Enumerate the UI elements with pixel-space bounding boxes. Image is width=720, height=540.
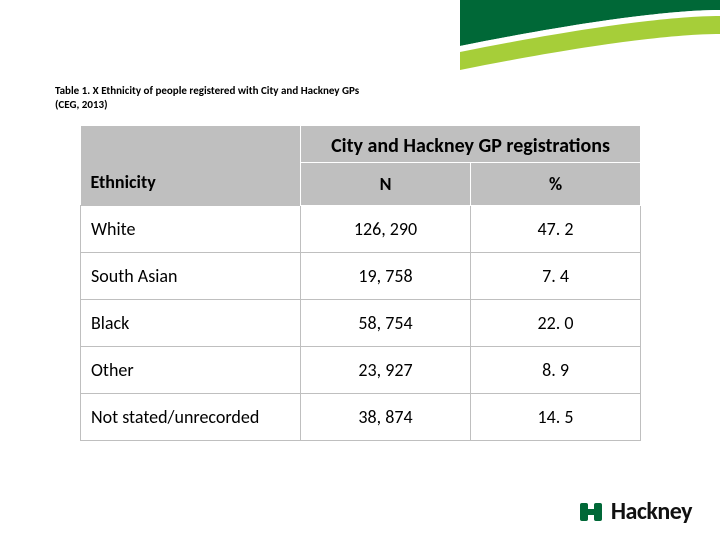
table-row: Other 23, 927 8. 9 [81, 347, 641, 394]
col-ethnicity-header: Ethnicity [81, 159, 301, 205]
hackney-logo: Hackney [577, 497, 692, 526]
col-n-header: N [301, 163, 471, 206]
col-pct-header: % [471, 163, 641, 206]
cell-n: 38, 874 [301, 394, 471, 441]
table-row: Black 58, 754 22. 0 [81, 300, 641, 347]
cell-ethnicity: White [81, 206, 301, 253]
brand-bands [460, 0, 720, 70]
caption-line1: Table 1. X Ethnicity of people registere… [55, 84, 359, 97]
ethnicity-table: Ethnicity City and Hackney GP registrati… [80, 125, 641, 441]
logo-mark-icon [577, 498, 605, 526]
cell-n: 58, 754 [301, 300, 471, 347]
table-group-row: Ethnicity City and Hackney GP registrati… [81, 126, 641, 163]
cell-pct: 22. 0 [471, 300, 641, 347]
cell-ethnicity: Other [81, 347, 301, 394]
cell-pct: 7. 4 [471, 253, 641, 300]
cell-ethnicity: Black [81, 300, 301, 347]
ethnicity-table-container: Ethnicity City and Hackney GP registrati… [80, 125, 640, 441]
table-row: South Asian 19, 758 7. 4 [81, 253, 641, 300]
table-row: White 126, 290 47. 2 [81, 206, 641, 253]
cell-n: 23, 927 [301, 347, 471, 394]
group-header: City and Hackney GP registrations [301, 126, 641, 163]
cell-n: 19, 758 [301, 253, 471, 300]
cell-n: 126, 290 [301, 206, 471, 253]
slide: Table 1. X Ethnicity of people registere… [0, 0, 720, 540]
table-caption: Table 1. X Ethnicity of people registere… [55, 84, 435, 112]
cell-pct: 8. 9 [471, 347, 641, 394]
cell-ethnicity: Not stated/unrecorded [81, 394, 301, 441]
cell-pct: 47. 2 [471, 206, 641, 253]
logo-text: Hackney [611, 497, 692, 526]
table-row: Not stated/unrecorded 38, 874 14. 5 [81, 394, 641, 441]
caption-line2: (CEG, 2013) [55, 98, 435, 112]
cell-ethnicity: South Asian [81, 253, 301, 300]
cell-pct: 14. 5 [471, 394, 641, 441]
